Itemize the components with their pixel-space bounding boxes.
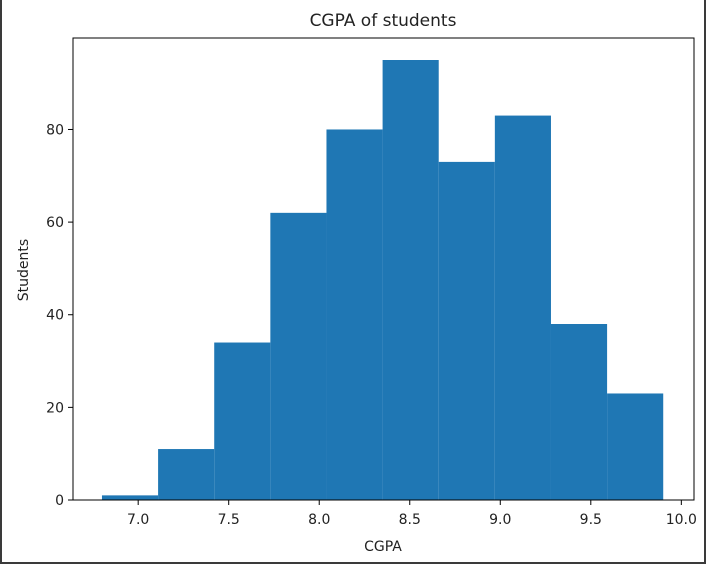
x-tick-label: 9.5 [580, 512, 602, 528]
x-axis-label: CGPA [364, 539, 402, 555]
x-tick-label: 10.0 [666, 512, 697, 528]
histogram-bar [101, 495, 159, 500]
y-tick-label: 40 [46, 308, 64, 324]
y-axis-ticks: 0 20 40 60 80 [46, 122, 73, 509]
bars-group [101, 60, 664, 501]
x-tick-label: 8.5 [399, 512, 421, 528]
histogram-bar [270, 212, 327, 500]
histogram-bar [158, 449, 215, 500]
histogram-bar [326, 129, 383, 500]
histogram-bar [550, 324, 608, 500]
histogram-bar [438, 161, 495, 501]
histogram-bar [494, 115, 551, 500]
histogram-bar [607, 393, 664, 500]
histogram-bar [214, 342, 271, 500]
plot-area-frame [72, 37, 695, 501]
x-tick-label: 8.0 [308, 512, 330, 528]
y-tick-label: 60 [46, 215, 64, 231]
x-tick-label: 7.5 [218, 512, 240, 528]
chart-title: CGPA of students [310, 11, 457, 31]
x-tick-label: 9.0 [489, 512, 511, 528]
x-tick-label: 7.0 [127, 512, 149, 528]
histogram-bar [382, 60, 439, 500]
y-tick-label: 80 [46, 122, 64, 138]
y-axis-label: Students [16, 239, 32, 301]
x-axis-ticks: 7.0 7.5 8.0 8.5 9.0 9.5 10.0 [127, 500, 697, 528]
y-tick-label: 0 [55, 493, 64, 509]
y-tick-label: 20 [46, 400, 64, 416]
